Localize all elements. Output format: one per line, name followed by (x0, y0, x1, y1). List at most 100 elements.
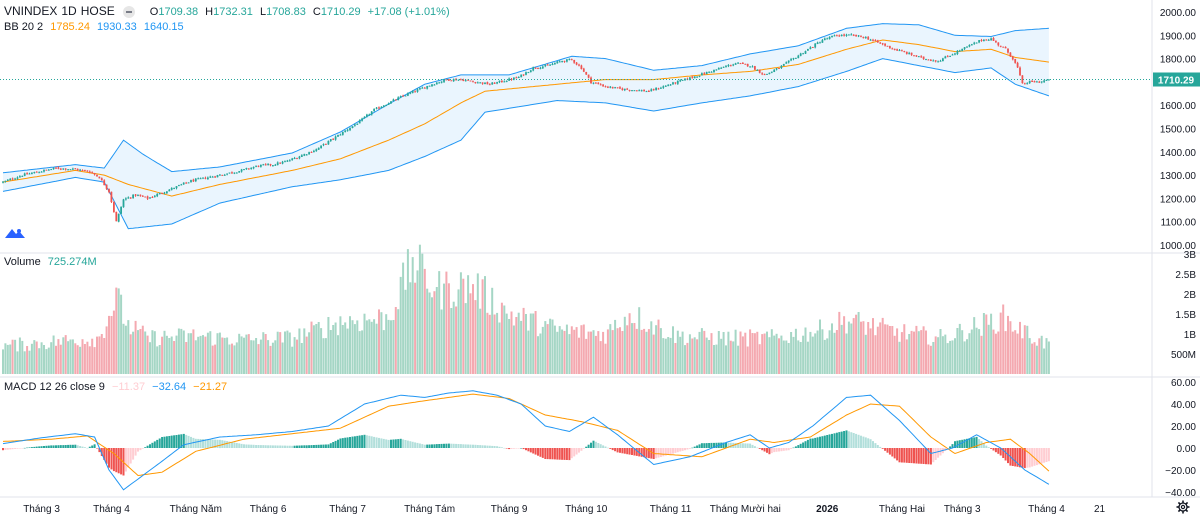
macd-hist-bar (840, 431, 843, 448)
candle-body (672, 82, 674, 85)
volume-bar (549, 318, 552, 374)
candle-body (366, 114, 368, 117)
volume-bar (647, 329, 650, 374)
candle-body (676, 80, 679, 84)
candle-body (773, 69, 776, 72)
interval-label[interactable]: 1D (61, 4, 77, 18)
volume-bar (1009, 321, 1012, 374)
volume-bar (934, 336, 937, 374)
candle-body (633, 90, 636, 92)
volume-bar (286, 330, 289, 374)
macd-hist-bar (814, 437, 817, 448)
candle-body (785, 62, 788, 64)
candle-body (356, 123, 359, 125)
tradingview-logo-icon[interactable] (4, 226, 26, 240)
macd-hist-bar (869, 439, 872, 448)
candle-body (968, 45, 971, 47)
macd-hist-bar (720, 442, 723, 448)
candle-body (284, 161, 286, 163)
volume-bar (541, 326, 544, 374)
candle-body (14, 178, 16, 180)
volume-bar (753, 333, 756, 374)
volume-bar (985, 314, 988, 374)
candle-body (501, 80, 503, 82)
volume-bar (751, 333, 754, 374)
candle-body (756, 69, 759, 71)
candle-body (607, 86, 609, 88)
volume-bar (363, 313, 366, 374)
volume-bar (708, 340, 711, 374)
candle-body (445, 79, 448, 81)
macd-name[interactable]: MACD 12 26 close 9 (4, 381, 105, 393)
candle-body (763, 74, 766, 76)
candle-body (288, 160, 291, 162)
volume-bar (496, 312, 499, 374)
macd-hist-bar (546, 448, 549, 460)
macd-hist-bar (809, 438, 812, 448)
gear-icon[interactable] (1176, 500, 1190, 514)
macd-hist-bar (281, 445, 284, 448)
volume-bar (168, 338, 171, 374)
volume-bar (132, 331, 135, 374)
candle-body (166, 191, 168, 194)
macd-hist-bar (893, 448, 896, 459)
macd-hist-bar (710, 442, 713, 448)
last-price-label-bg (1153, 72, 1200, 87)
volume-bar (243, 337, 245, 374)
volume-bar (262, 332, 265, 374)
macd-hist-bar (431, 444, 433, 448)
macd-hist-bar (464, 444, 467, 448)
macd-hist-bar (445, 443, 448, 448)
macd-hist-bar (6, 448, 9, 450)
volume-bar (30, 343, 33, 374)
macd-hist-bar (753, 446, 756, 448)
symbol-label[interactable]: VNINDEX (4, 4, 58, 18)
macd-hist-bar (561, 448, 564, 460)
candle-body (385, 105, 388, 106)
bb-name[interactable]: BB 20 2 (4, 21, 44, 33)
macd-hist-bar (303, 445, 306, 448)
macd-hist-bar (349, 437, 351, 448)
candle-body (910, 52, 913, 55)
price-candles (2, 33, 1050, 223)
candle-body (57, 167, 60, 169)
volume-bar (322, 338, 325, 374)
price-tick-label: 1800.00 (1160, 55, 1197, 66)
volume-bar (211, 345, 214, 374)
macd-hist-bar (847, 431, 850, 448)
volume-bar (717, 331, 720, 374)
volume-bar (631, 323, 633, 374)
candle-body (556, 61, 559, 64)
volume-name[interactable]: Volume (4, 256, 41, 268)
candle-body (460, 79, 462, 81)
candle-body (650, 89, 653, 92)
volume-bar (1004, 331, 1007, 374)
candle-body (337, 134, 339, 137)
volume-bar (1028, 338, 1031, 374)
macd-hist-bar (149, 444, 151, 448)
macd-hist-bar (698, 444, 701, 448)
macd-hist-bar (990, 448, 993, 449)
candle-body (520, 74, 523, 78)
macd-hist-bar (787, 448, 790, 451)
volume-bar (387, 319, 390, 374)
candle-body (84, 170, 86, 172)
candle-body (127, 197, 130, 199)
candle-body (541, 66, 544, 69)
macd-hist-bar (1045, 448, 1048, 462)
candle-body (997, 42, 1000, 46)
volume-bar (223, 337, 226, 374)
candle-body (43, 169, 45, 172)
candle-body (469, 80, 472, 82)
candle-body (515, 77, 518, 79)
candle-body (464, 80, 467, 82)
macd-hist-bar (481, 445, 484, 448)
macd-hist-bar (770, 448, 773, 454)
candle-body (840, 34, 843, 36)
candle-body (47, 169, 50, 171)
volume-bar (402, 262, 405, 374)
ohlc-open: 1709.38 (158, 6, 199, 18)
minimize-icon[interactable] (122, 6, 135, 19)
candle-body (313, 150, 315, 153)
